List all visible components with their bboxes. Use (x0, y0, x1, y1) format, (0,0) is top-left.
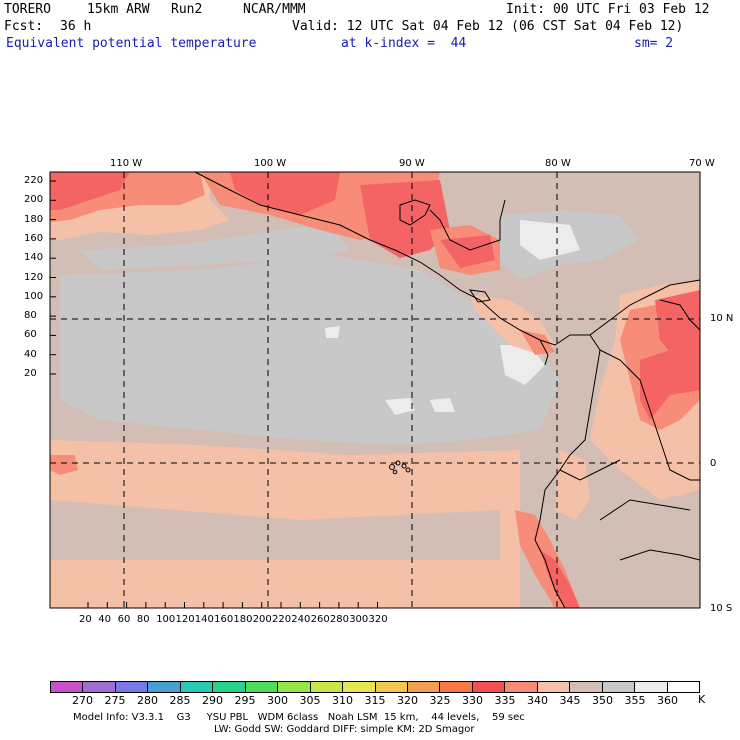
colorbar-segment (667, 682, 700, 692)
lon-label-110w: 110 W (110, 158, 143, 169)
left-axis-ticks (50, 180, 56, 375)
left-axis-label: 20 (24, 368, 37, 379)
left-axis-label: 80 (24, 310, 37, 322)
field-name: Equivalent potential temperature (6, 36, 257, 51)
lat-label-10s: 10 S (710, 603, 733, 614)
colorbar-segment (310, 682, 344, 692)
colorbar-segment (505, 682, 538, 692)
lon-label-90w: 90 W (399, 158, 425, 169)
colorbar-segment (570, 682, 603, 692)
colorbar-label: 350 (592, 694, 613, 707)
plot-frame (49, 171, 701, 609)
valid-time: Valid: 12 UTC Sat 04 Feb 12 (06 CST Sat … (292, 19, 684, 34)
left-axis-label: 220 (24, 175, 44, 186)
organization: NCAR/MMM (243, 2, 306, 17)
bottom-axis-label: 80 (136, 614, 150, 625)
forecast-hour: 36 h (60, 19, 92, 34)
bottom-axis-label: 120 (175, 614, 195, 625)
left-axis-label: 40 (24, 348, 37, 360)
colorbar-label: 280 (137, 694, 158, 707)
bottom-axis-label: 200 (252, 614, 272, 625)
colorbar-label: 305 (299, 694, 321, 707)
colorbar-label: 300 (267, 694, 288, 707)
lat-lon-grid (50, 172, 700, 608)
colorbar-label: 335 (494, 694, 516, 707)
colorbar-segment (407, 682, 441, 692)
colorbar-label: 285 (169, 694, 191, 707)
colorbar-segment (51, 682, 84, 692)
model-info: Model Info: V3.3.1 G3 YSU PBL WDM 6class… (73, 712, 525, 723)
colorbar-label: 270 (72, 694, 93, 707)
bottom-axis-label: 260 (310, 614, 330, 625)
colorbar-segment (115, 682, 149, 692)
left-axis-label: 160 (24, 232, 44, 244)
bottom-axis-label: 140 (194, 614, 214, 625)
physics-info: LW: Godd SW: Goddard DIFF: simple KM: 2D… (214, 724, 475, 735)
colorbar-label: 310 (332, 694, 353, 707)
colorbar (50, 681, 700, 693)
colorbar-label: 275 (104, 694, 126, 707)
init-time: Init: 00 UTC Fri 03 Feb 12 (506, 2, 710, 17)
lat-label-0: 0 (710, 458, 717, 469)
bottom-axis-label: 220 (272, 614, 292, 625)
bottom-axis-label: 40 (98, 614, 112, 625)
left-axis-label: 100 (24, 290, 44, 302)
colorbar-label: 345 (559, 694, 581, 707)
model-name: TORERO (4, 2, 51, 17)
coastlines (194, 171, 701, 609)
bottom-axis-label: 240 (291, 614, 311, 625)
left-axis-label: 200 (24, 194, 44, 206)
colorbar-segment (537, 682, 571, 692)
left-axis-label: 120 (24, 271, 44, 283)
colorbar-segment (83, 682, 116, 692)
colorbar-segment (375, 682, 408, 692)
colorbar-label: 290 (202, 694, 223, 707)
lat-label-10n: 10 N (710, 313, 734, 324)
run-label: Run2 (171, 2, 203, 17)
model-resolution: 15km ARW (87, 2, 150, 17)
colorbar-label: 295 (234, 694, 256, 707)
bottom-axis-label: 60 (117, 614, 131, 625)
colorbar-segment (635, 682, 668, 692)
colorbar-segment (472, 682, 506, 692)
colorbar-segment (148, 682, 181, 692)
colorbar-segment (343, 682, 376, 692)
galapagos-islands (389, 460, 411, 475)
colorbar-segment (602, 682, 636, 692)
colorbar-label: 355 (624, 694, 646, 707)
colorbar-label: 325 (429, 694, 451, 707)
colorbar-segment (213, 682, 246, 692)
bottom-axis-label: 160 (214, 614, 234, 625)
bottom-axis-label: 280 (329, 614, 349, 625)
field-fill (50, 172, 700, 608)
colorbar-segment (245, 682, 279, 692)
bottom-axis-label: 100 (156, 614, 176, 625)
colorbar-unit: K (698, 693, 706, 706)
left-axis-label: 140 (24, 252, 44, 264)
forecast-label: Fcst: (4, 19, 44, 34)
bottom-axis-ticks (87, 602, 378, 608)
lon-label-80w: 80 W (545, 158, 571, 169)
bottom-axis-label: 20 (79, 614, 92, 625)
level-label: at k-index = 44 (341, 36, 467, 51)
lon-label-100w: 100 W (254, 158, 287, 169)
colorbar-label: 315 (364, 694, 386, 707)
bottom-axis-label: 300 (349, 614, 369, 625)
bottom-axis-label: 320 (368, 614, 388, 625)
bottom-axis-label: 180 (233, 614, 253, 625)
colorbar-label: 340 (527, 694, 548, 707)
colorbar-label: 360 (657, 694, 678, 707)
colorbar-segment (440, 682, 473, 692)
smoothing-label: sm= 2 (634, 36, 674, 51)
left-axis-label: 180 (24, 213, 44, 225)
colorbar-segment (180, 682, 214, 692)
lon-label-70w: 70 W (689, 158, 715, 169)
colorbar-label: 320 (397, 694, 418, 707)
colorbar-labels: 270 275 280 285 290 295 300 305 310 315 320 325 330 3… (0, 695, 740, 707)
colorbar-label: 330 (462, 694, 483, 707)
left-axis-label: 60 (24, 329, 37, 341)
colorbar-segment (278, 682, 311, 692)
